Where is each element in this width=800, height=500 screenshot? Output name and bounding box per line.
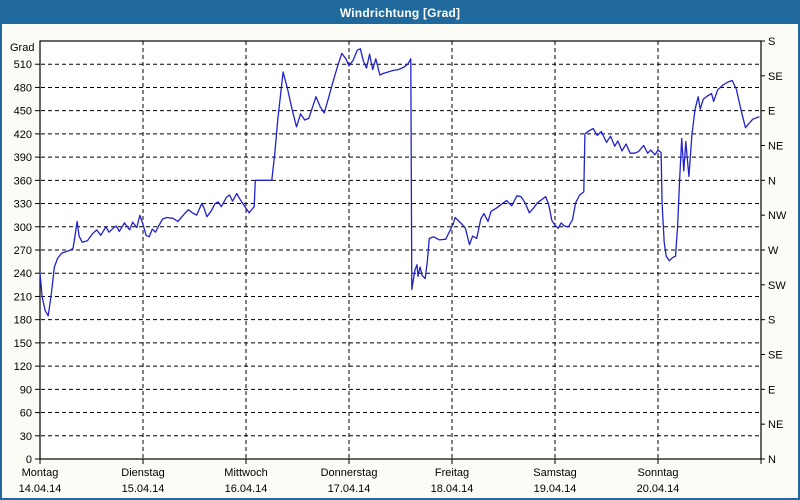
- compass-tick-label: NW: [768, 210, 787, 222]
- y-left-tick-label: 150: [14, 338, 32, 350]
- y-left-tick-label: 210: [14, 291, 32, 303]
- titlebar: Windrichtung [Grad]: [2, 2, 798, 24]
- compass-tick-label: N: [768, 454, 776, 466]
- compass-tick-label: W: [768, 245, 779, 257]
- y-left-tick-label: 450: [14, 106, 32, 118]
- compass-tick-label: N: [768, 175, 776, 187]
- y-left-tick-label: 270: [14, 245, 32, 257]
- y-left-tick-label: 120: [14, 361, 32, 373]
- plot-frame: [39, 40, 762, 460]
- y-left-tick-label: 90: [20, 384, 32, 396]
- y-left-tick-label: 30: [20, 431, 32, 443]
- compass-tick-label: E: [768, 384, 775, 396]
- x-weekday-label: Sonntag: [638, 467, 679, 479]
- compass-tick-label: S: [768, 315, 775, 327]
- y-left-tick-label: 480: [14, 82, 32, 94]
- x-date-label: 20.04.14: [637, 483, 680, 495]
- y-left-tick-label: 60: [20, 408, 32, 420]
- y-axis-unit-label: Grad: [10, 42, 34, 54]
- compass-tick-label: SE: [768, 350, 783, 362]
- x-date-label: 19.04.14: [534, 483, 577, 495]
- x-weekday-label: Mittwoch: [224, 467, 267, 479]
- x-date-label: 15.04.14: [122, 483, 165, 495]
- x-date-label: 17.04.14: [328, 483, 371, 495]
- y-left-tick-label: 240: [14, 268, 32, 280]
- compass-tick-label: NE: [768, 419, 783, 431]
- y-left-tick-label: 390: [14, 152, 32, 164]
- chart-area: 0 30 60 90 120 150 180 210 240 270 300 330 360 390 420…: [2, 24, 798, 498]
- x-weekday-label: Dienstag: [121, 467, 164, 479]
- compass-tick-label: NE: [768, 141, 783, 153]
- x-date-label: 18.04.14: [431, 483, 474, 495]
- compass-tick-label: E: [768, 106, 775, 118]
- wind-direction-line: [39, 48, 760, 317]
- y-left-tick-label: 360: [14, 175, 32, 187]
- compass-tick-label: S: [768, 36, 775, 48]
- x-weekday-label: Samstag: [533, 467, 576, 479]
- x-weekday-label: Donnerstag: [321, 467, 378, 479]
- compass-tick-label: SE: [768, 71, 783, 83]
- y-left-tick-label: 510: [14, 59, 32, 71]
- x-date-label: 16.04.14: [225, 483, 268, 495]
- x-date-label: 14.04.14: [19, 483, 62, 495]
- wind-direction-chart: 0 30 60 90 120 150 180 210 240 270 300 330 360 390 420…: [10, 36, 787, 495]
- y-left-tick-label: 180: [14, 315, 32, 327]
- x-weekday-label: Freitag: [435, 467, 469, 479]
- x-weekday-label: Montag: [22, 467, 59, 479]
- y-left-tick-label: 420: [14, 129, 32, 141]
- y-left-tick-label: 0: [26, 454, 32, 466]
- window-title: Windrichtung [Grad]: [339, 6, 461, 20]
- y-left-tick-label: 330: [14, 199, 32, 211]
- y-left-tick-label: 300: [14, 222, 32, 234]
- compass-tick-label: SW: [768, 280, 786, 292]
